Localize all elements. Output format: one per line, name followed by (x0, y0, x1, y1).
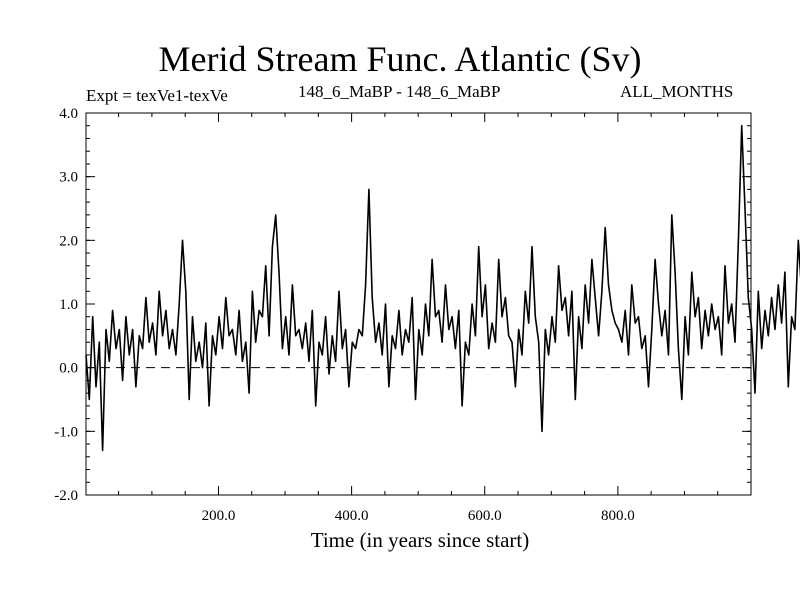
y-tick-label: 3.0 (59, 170, 78, 186)
axis-ticks: -2.0 -1.0 0.0 1.0 2.0 3.0 4.0 200.0 400.0 600.0 80… (54, 106, 751, 524)
months-label: ALL_MONTHS (620, 82, 734, 101)
x-axis-label: Time (in years since start) (310, 528, 530, 552)
y-tick-label: 0.0 (59, 361, 78, 377)
x-tick-label: 400.0 (335, 508, 369, 524)
series-line-0 (85, 124, 800, 452)
x-tick-label: 200.0 (202, 508, 236, 524)
y-tick-label: 2.0 (59, 233, 78, 249)
y-tick-label: -2.0 (54, 488, 78, 504)
period-label: 148_6_MaBP - 148_6_MaBP (298, 82, 501, 101)
x-tick-label: 600.0 (468, 508, 502, 524)
series-layer (85, 124, 800, 452)
chart-title: Merid Stream Func. Atlantic (Sv) (158, 39, 642, 79)
experiment-label: Expt = texVe1-texVe (86, 86, 228, 105)
x-tick-label: 800.0 (601, 508, 635, 524)
y-tick-label: 1.0 (59, 297, 78, 313)
y-tick-label: 4.0 (59, 106, 78, 122)
y-tick-label: -1.0 (54, 424, 78, 440)
